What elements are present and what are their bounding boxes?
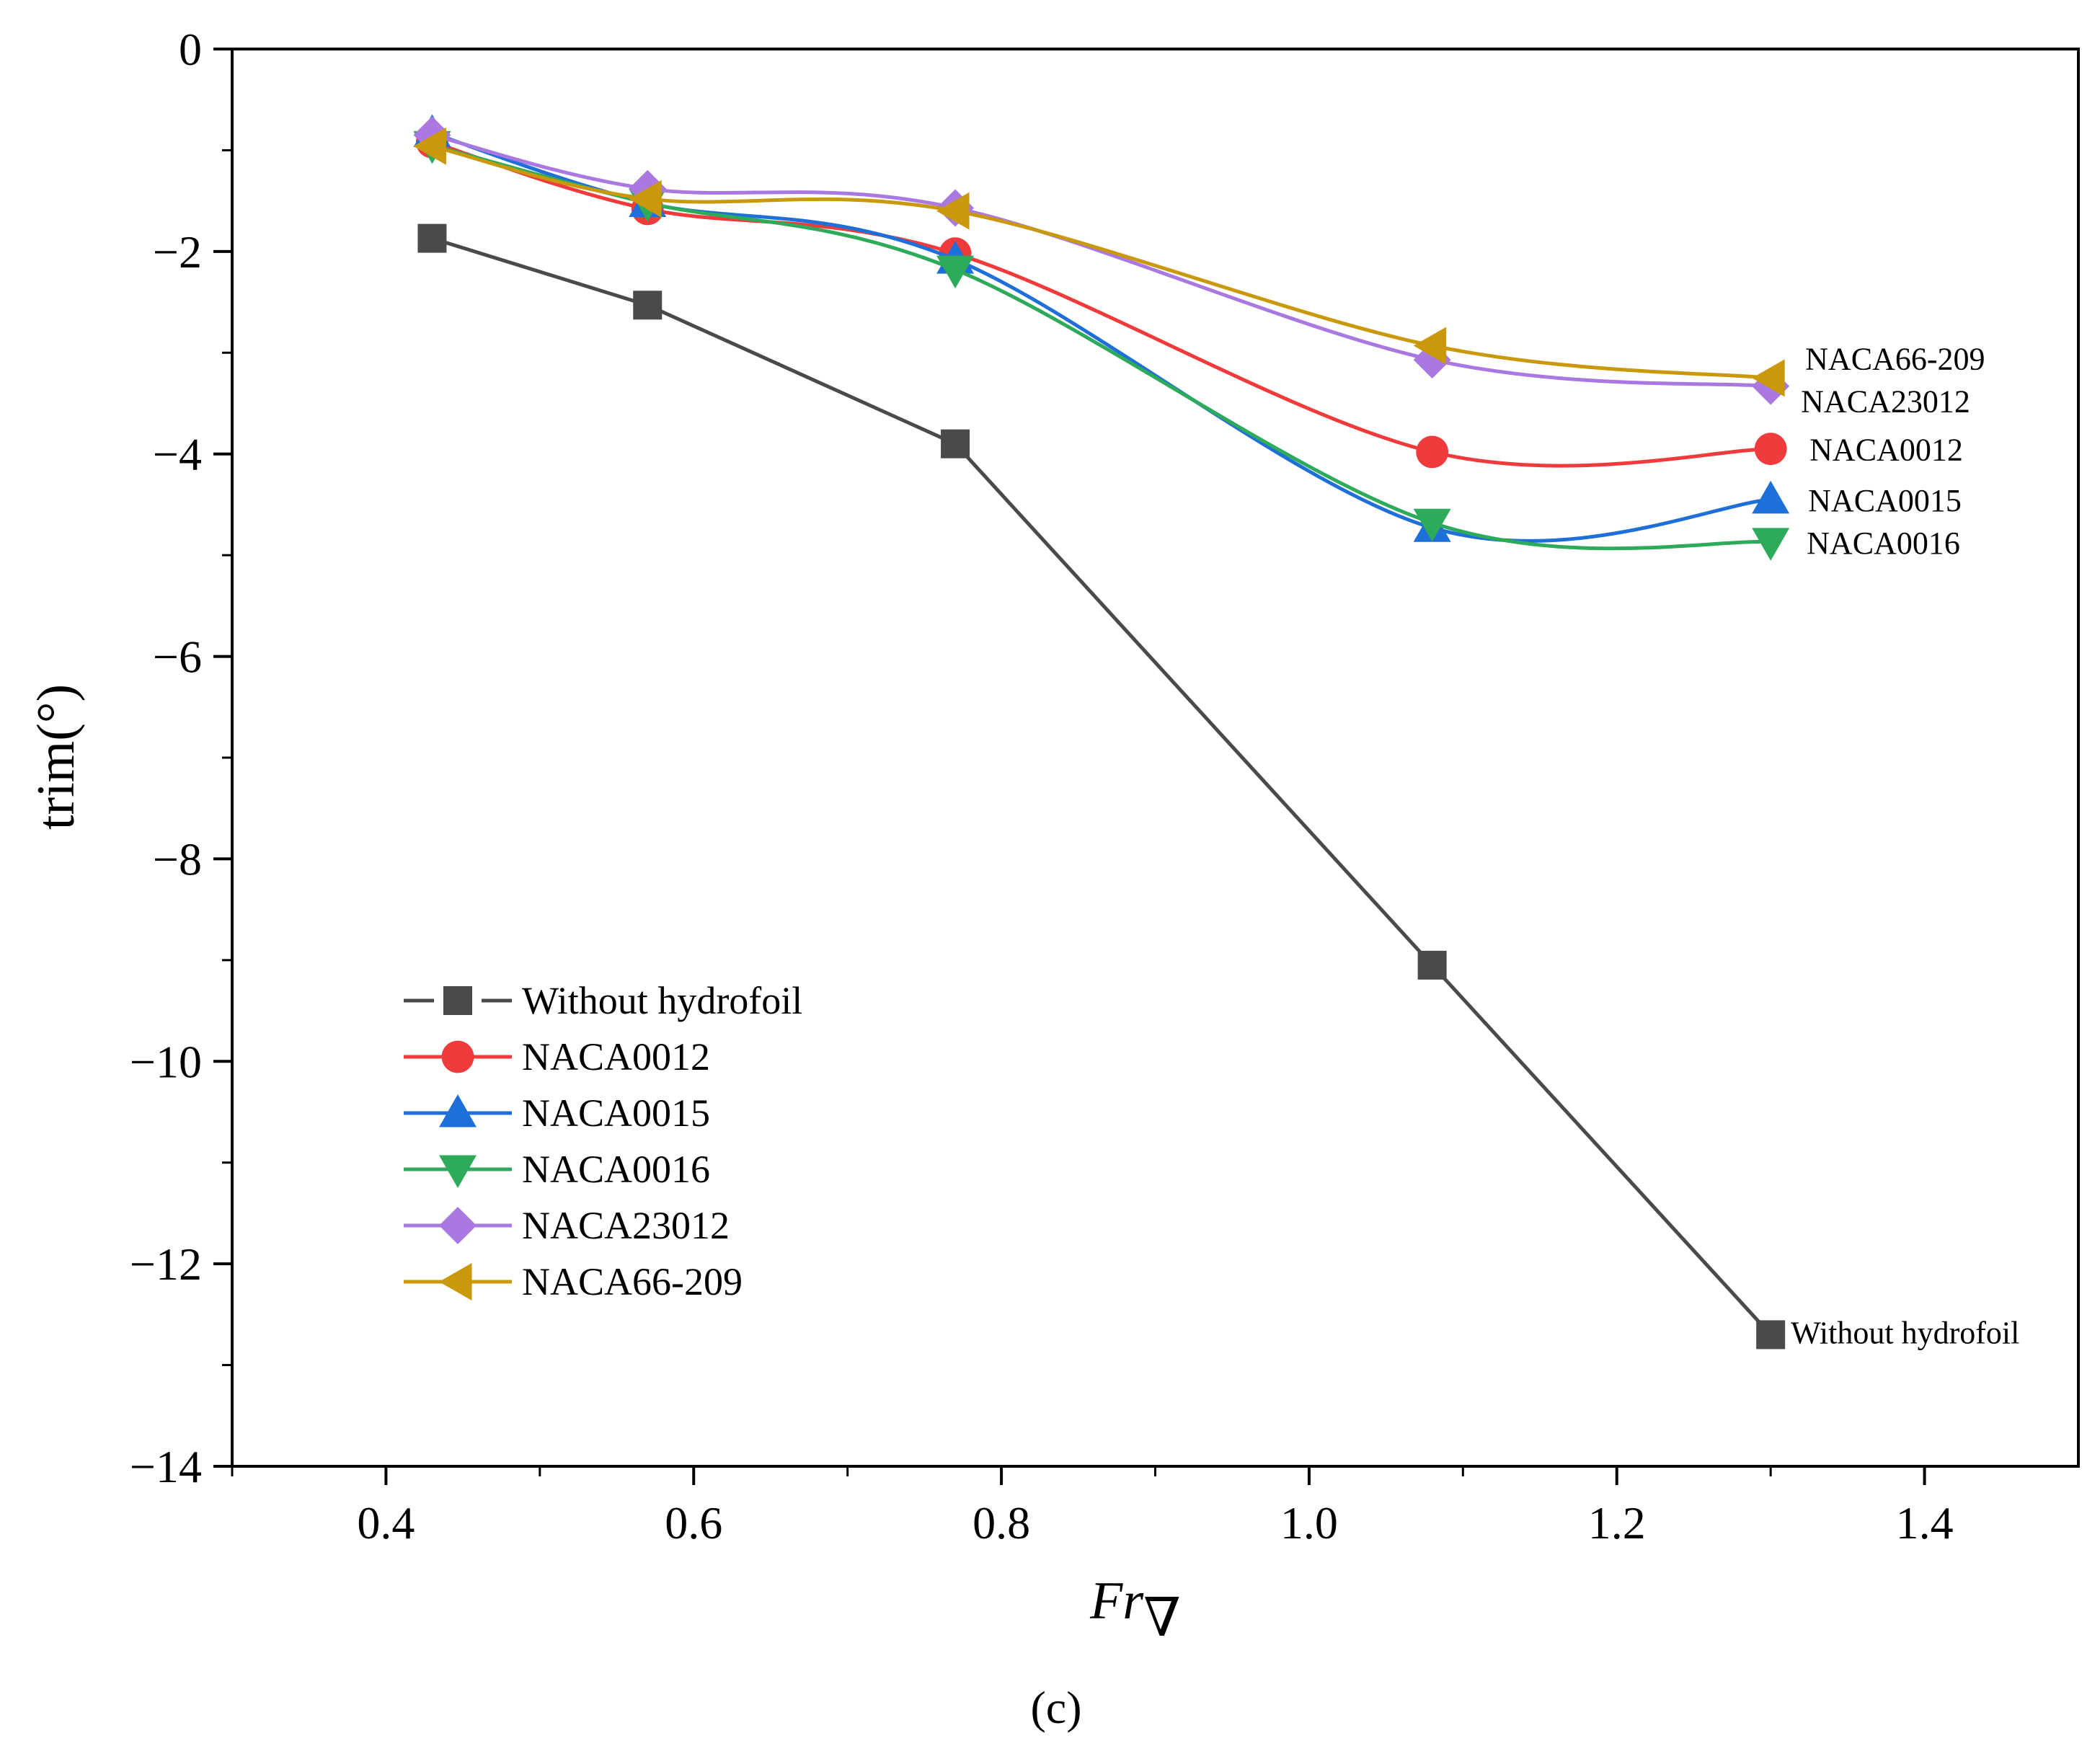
y-axis-label: trim(°): [27, 684, 86, 830]
legend-label: NACA0016: [522, 1148, 710, 1191]
y-tick-label: −12: [130, 1238, 202, 1290]
x-axis-label-main: Fr: [1089, 1572, 1144, 1631]
y-tick-label: 0: [179, 24, 202, 75]
legend-marker: [439, 1094, 477, 1127]
legend-entry: NACA66-209: [404, 1260, 743, 1303]
legend-label: Without hydrofoil: [522, 979, 802, 1022]
data-point: [1752, 359, 1785, 397]
data-point: [1752, 480, 1790, 514]
data-point: [1756, 1320, 1786, 1350]
data-point: [936, 255, 975, 289]
data-point: [941, 429, 970, 458]
y-tick-label: −4: [153, 429, 202, 480]
series-layer: [413, 114, 1790, 1350]
legend-marker: [439, 1207, 477, 1244]
legend-marker: [439, 1263, 472, 1300]
data-point: [633, 291, 663, 320]
legend-label: NACA66-209: [522, 1260, 743, 1303]
data-point: [629, 180, 662, 218]
legend-marker: [443, 986, 472, 1015]
legend-entry: NACA0016: [404, 1148, 710, 1191]
series-line: [431, 133, 1771, 389]
series-without-hydrofoil: [417, 223, 1786, 1350]
end-label: NACA0012: [1809, 433, 1963, 468]
data-point: [1752, 528, 1790, 561]
data-point: [1417, 950, 1447, 980]
series-naca66-209: [413, 127, 1785, 397]
x-axis-label-subscript: ∇: [1143, 1589, 1181, 1648]
data-point: [413, 127, 446, 165]
end-label: NACA23012: [1801, 384, 1970, 420]
end-label: NACA0015: [1808, 483, 1962, 518]
legend-entry: NACA0012: [404, 1035, 710, 1078]
y-tick-label: −6: [153, 632, 202, 683]
series-line: [431, 144, 1771, 380]
x-tick-label: 1.2: [1588, 1497, 1646, 1548]
series-naca0015: [413, 114, 1790, 543]
y-tick-label: −8: [153, 833, 202, 885]
data-point: [417, 223, 447, 253]
axes-layer: 0.4 0.6 0.8 1.0 1.2 1.4 0 −2 −4 −6 −8 −10 −12 −14: [130, 24, 2080, 1548]
data-point: [936, 192, 970, 230]
y-tick-label: −14: [130, 1441, 202, 1492]
x-axis-label: Fr∇: [1089, 1572, 1181, 1648]
series-line: [431, 140, 1771, 468]
y-tick-label: −10: [130, 1036, 202, 1087]
legend-label: NACA23012: [522, 1204, 730, 1247]
end-label: NACA0016: [1807, 526, 1960, 561]
legend-marker: [441, 1040, 474, 1073]
x-tick-label: 0.8: [973, 1497, 1030, 1548]
series-naca23012: [413, 116, 1790, 405]
data-point: [1413, 327, 1447, 365]
figure-caption: (c): [1030, 1682, 1081, 1733]
end-label: Without hydrofoil: [1791, 1315, 2019, 1350]
legend-label: NACA0012: [522, 1035, 710, 1078]
x-tick-label: 1.4: [1896, 1497, 1954, 1548]
data-point: [1754, 433, 1787, 466]
end-label: NACA66-209: [1805, 341, 1985, 376]
legend-entry: NACA0015: [404, 1091, 710, 1135]
legend-label: NACA0015: [522, 1091, 710, 1135]
legend-entry: Without hydrofoil: [404, 979, 802, 1022]
end-labels-layer: Without hydrofoil NACA0012 NACA0015 NACA001…: [1791, 341, 2019, 1350]
data-point: [1416, 435, 1449, 469]
x-tick-label: 1.0: [1280, 1497, 1338, 1548]
y-tick-label: −2: [153, 226, 202, 278]
data-point: [1413, 508, 1451, 542]
legend-marker: [439, 1155, 477, 1188]
x-tick-label: 0.6: [665, 1497, 722, 1548]
x-tick-label: 0.4: [357, 1497, 415, 1548]
legend: Without hydrofoil NACA0012 NACA0015 NACA001…: [404, 979, 802, 1303]
legend-entry: NACA23012: [404, 1204, 730, 1247]
